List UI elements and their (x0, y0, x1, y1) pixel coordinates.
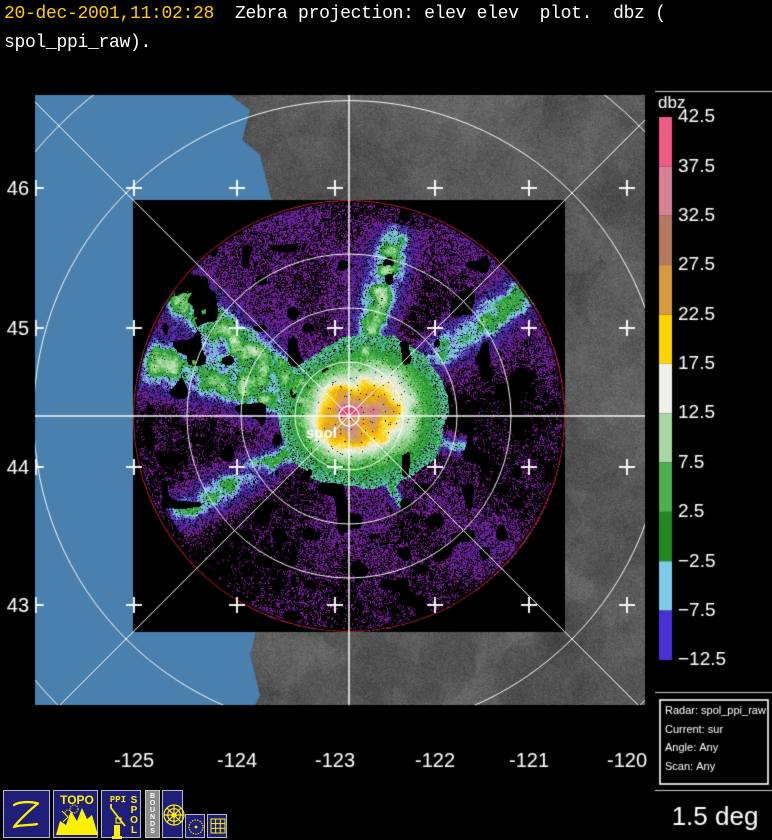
svg-text:PPI: PPI (109, 795, 125, 805)
svg-text:L: L (130, 825, 136, 836)
svg-text:TOPO: TOPO (60, 793, 94, 807)
